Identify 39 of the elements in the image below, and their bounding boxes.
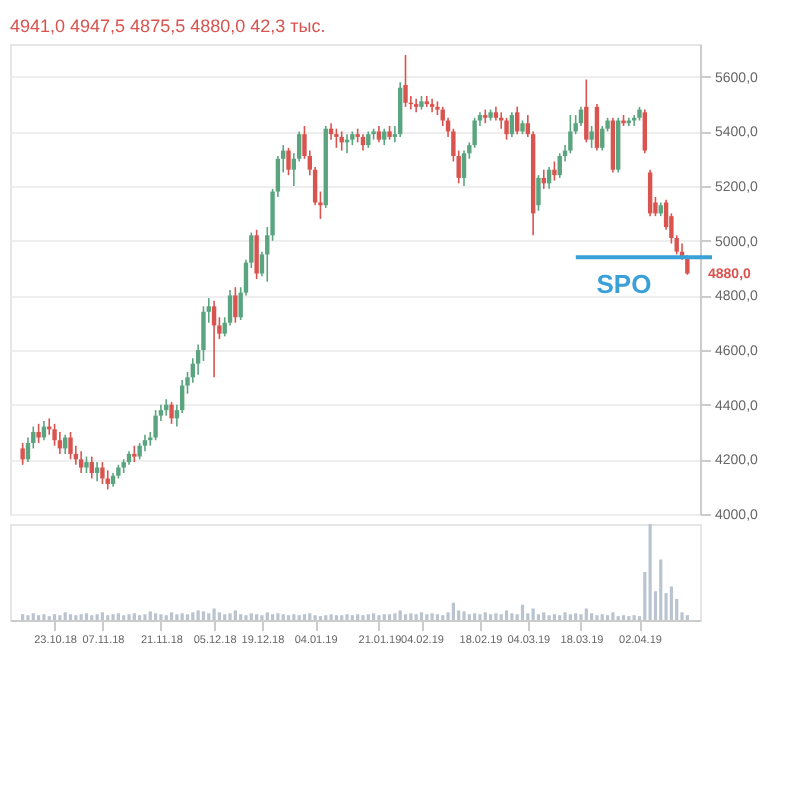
candlestick <box>584 78 589 144</box>
candlestick <box>642 108 647 155</box>
candlestick <box>514 106 520 135</box>
candlestick <box>557 152 562 179</box>
candlestick <box>254 229 259 280</box>
candlestick <box>403 54 408 108</box>
candlestick <box>20 442 25 466</box>
candlestick <box>169 401 174 425</box>
candlestick <box>153 409 158 442</box>
candlestick <box>52 423 57 447</box>
candlestick <box>509 111 515 138</box>
candlestick <box>647 168 653 217</box>
candlestick <box>568 114 573 155</box>
candlestick <box>36 423 41 444</box>
candlestick <box>78 450 84 474</box>
candlestick <box>413 97 419 114</box>
candlestick <box>334 127 339 149</box>
candlestick <box>594 103 600 152</box>
candlestick <box>68 431 73 461</box>
candlestick <box>631 114 637 127</box>
candlestick <box>483 108 488 125</box>
candlestick <box>600 125 605 152</box>
candlestick <box>589 125 594 149</box>
candlestick <box>100 461 105 485</box>
candlestick <box>504 116 509 141</box>
candlestick <box>429 97 435 114</box>
candlestick <box>89 455 94 480</box>
candlestick <box>398 81 403 138</box>
candlestick <box>211 300 217 379</box>
candlestick <box>233 286 238 324</box>
candlestick <box>424 95 429 108</box>
candlestick <box>105 469 110 491</box>
ref-line-label: SPO <box>596 269 652 300</box>
candlestick <box>536 174 541 212</box>
candlestick <box>552 160 557 182</box>
candlestick <box>63 433 68 455</box>
candlestick <box>461 149 467 187</box>
candlestick <box>286 147 291 176</box>
chart-subtitle: 4941,0 4947,5 4875,5 4880,0 42,3 тыс. <box>10 16 326 36</box>
